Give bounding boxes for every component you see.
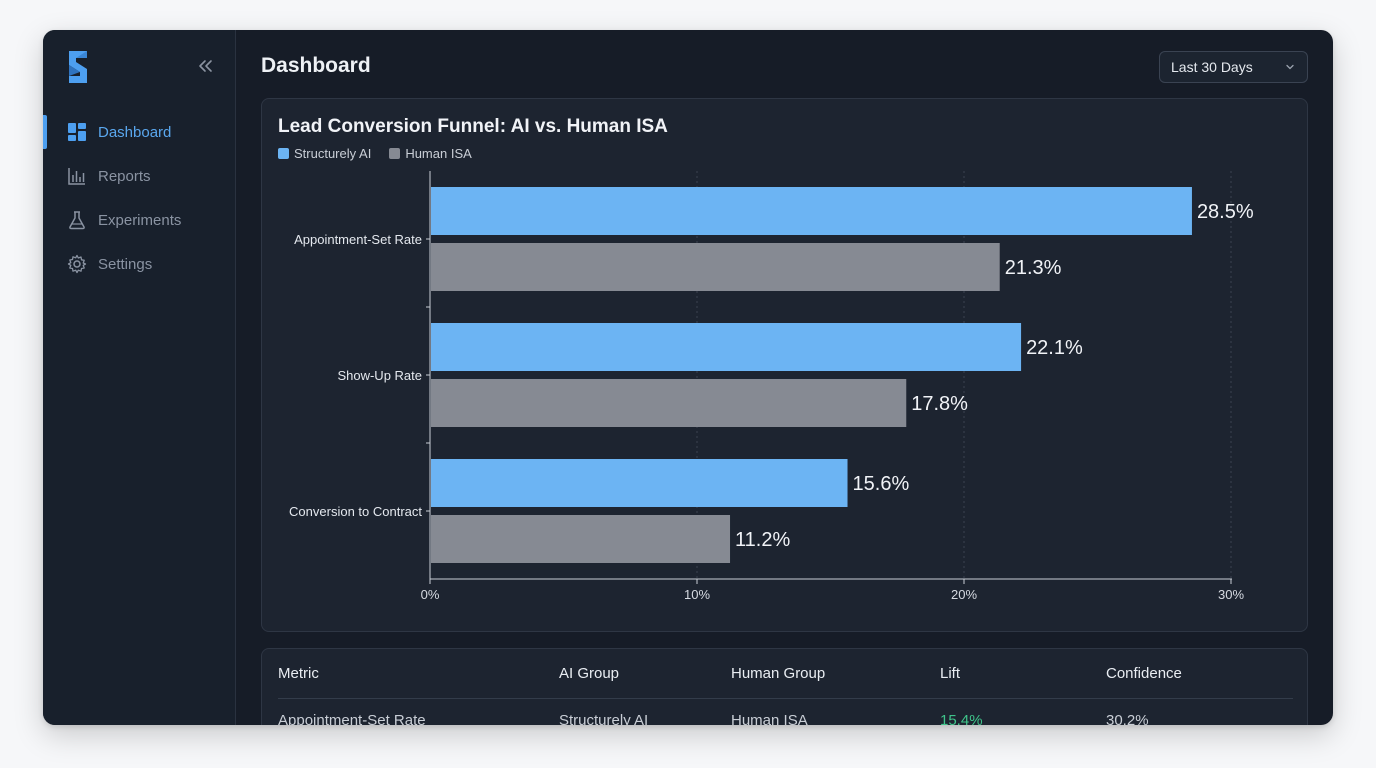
x-tick-label: 20% bbox=[951, 587, 977, 602]
chevrons-left-icon bbox=[199, 60, 212, 72]
sidebar-item-label: Dashboard bbox=[98, 123, 172, 141]
funnel-chart: 0% 10% 20% 30% Appointment-Set Rate 28.5% 21.3… bbox=[289, 171, 1254, 602]
main-content: Dashboard Last 30 Days Lead Conversion F… bbox=[236, 30, 1333, 725]
bar-human bbox=[431, 379, 907, 427]
category-label: Show-Up Rate bbox=[337, 368, 422, 383]
table-row[interactable]: Appointment-Set Rate Structurely AI Huma… bbox=[278, 699, 1293, 726]
bar-human bbox=[431, 515, 731, 563]
table-cell: 30.2% bbox=[1106, 711, 1149, 726]
metrics-table-card: Metric AI Group Human Group Lift Confide… bbox=[261, 648, 1308, 725]
data-label: 22.1% bbox=[1026, 337, 1083, 359]
data-label: 28.5% bbox=[1197, 201, 1254, 223]
legend-item-human: Human ISA bbox=[389, 146, 472, 161]
logo-icon bbox=[69, 51, 87, 83]
flask-icon bbox=[66, 209, 88, 231]
category-label: Appointment-Set Rate bbox=[294, 232, 422, 247]
bar-human bbox=[431, 243, 1000, 291]
data-label: 15.6% bbox=[853, 473, 910, 495]
x-tick-label: 10% bbox=[684, 587, 710, 602]
funnel-chart-card: Lead Conversion Funnel: AI vs. Human ISA… bbox=[261, 98, 1308, 632]
bar-chart-icon bbox=[66, 165, 88, 187]
legend-label: Structurely AI bbox=[294, 146, 372, 161]
chart-title: Lead Conversion Funnel: AI vs. Human ISA bbox=[278, 116, 668, 137]
sidebar-item-label: Experiments bbox=[98, 211, 182, 229]
bar-ai bbox=[431, 187, 1192, 235]
legend-swatch-ai bbox=[278, 148, 289, 159]
column-header[interactable]: Confidence bbox=[1106, 665, 1182, 682]
data-label: 21.3% bbox=[1005, 257, 1062, 279]
collapse-sidebar-button[interactable] bbox=[195, 56, 215, 76]
table-cell: Appointment-Set Rate bbox=[278, 711, 426, 726]
category-label: Conversion to Contract bbox=[289, 504, 422, 519]
app-window: Dashboard Reports Experiments Settings bbox=[43, 30, 1333, 725]
bar-ai bbox=[431, 323, 1022, 371]
table-cell: Structurely AI bbox=[559, 711, 649, 726]
column-header[interactable]: AI Group bbox=[559, 665, 620, 682]
table-cell-lift: 15.4% bbox=[940, 711, 983, 726]
sidebar: Dashboard Reports Experiments Settings bbox=[43, 30, 236, 725]
page-title: Dashboard bbox=[261, 54, 371, 77]
sidebar-item-reports[interactable]: Reports bbox=[43, 159, 235, 193]
table-header: Metric AI Group Human Group Lift Confide… bbox=[278, 649, 1293, 699]
metrics-table: Metric AI Group Human Group Lift Confide… bbox=[278, 649, 1293, 725]
date-range-value: Last 30 Days bbox=[1171, 59, 1253, 75]
table-cell: Human ISA bbox=[731, 711, 808, 726]
chevron-down-icon bbox=[1286, 64, 1294, 70]
x-tick-label: 0% bbox=[421, 587, 440, 602]
x-tick-label: 30% bbox=[1218, 587, 1244, 602]
column-header[interactable]: Lift bbox=[940, 665, 961, 682]
sidebar-item-dashboard[interactable]: Dashboard bbox=[43, 115, 235, 149]
legend-label: Human ISA bbox=[405, 146, 472, 161]
sidebar-item-label: Reports bbox=[98, 167, 151, 185]
legend-item-ai: Structurely AI bbox=[278, 146, 371, 161]
chart-legend: Structurely AI Human ISA bbox=[278, 146, 472, 161]
sidebar-item-label: Settings bbox=[98, 255, 153, 273]
date-range-select[interactable]: Last 30 Days bbox=[1159, 51, 1308, 83]
legend-swatch-human bbox=[389, 148, 401, 159]
gear-icon bbox=[66, 253, 88, 275]
data-label: 11.2% bbox=[735, 529, 790, 551]
sidebar-item-settings[interactable]: Settings bbox=[43, 247, 235, 281]
data-label: 17.8% bbox=[911, 393, 968, 415]
dashboard-icon bbox=[66, 121, 88, 143]
sidebar-item-experiments[interactable]: Experiments bbox=[43, 203, 235, 237]
column-header[interactable]: Human Group bbox=[731, 665, 826, 682]
bar-ai bbox=[431, 459, 848, 507]
column-header[interactable]: Metric bbox=[278, 665, 319, 682]
sidebar-nav: Dashboard Reports Experiments Settings bbox=[43, 115, 235, 291]
